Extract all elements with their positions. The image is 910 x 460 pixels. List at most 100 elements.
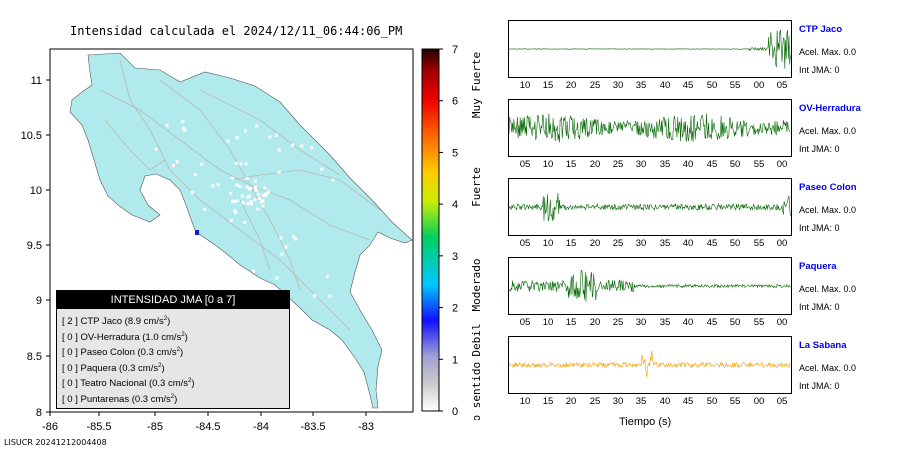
station-dot bbox=[172, 199, 176, 203]
station-dot bbox=[164, 278, 168, 282]
station-dot bbox=[229, 191, 233, 195]
station-dot bbox=[183, 129, 187, 133]
station-dot bbox=[246, 202, 250, 206]
legend-row: [ 0 ] OV-Herradura (1.0 cm/s2) bbox=[57, 328, 289, 344]
station-dot bbox=[182, 126, 186, 130]
station-dot bbox=[244, 162, 248, 166]
time-tick-label: 35 bbox=[635, 396, 647, 407]
legend-row-exponent: 2 bbox=[170, 393, 175, 400]
time-tick-label: 20 bbox=[565, 396, 577, 407]
time-tick-label: 50 bbox=[706, 396, 718, 407]
station-dot bbox=[247, 194, 251, 198]
station-dot bbox=[249, 200, 253, 204]
station-dot bbox=[154, 147, 158, 151]
station-dot bbox=[248, 187, 252, 191]
time-tick-label: 45 bbox=[706, 159, 718, 170]
station-dot bbox=[200, 162, 204, 166]
station-dot bbox=[254, 188, 258, 192]
time-tick-label: 50 bbox=[729, 317, 741, 328]
time-tick-label: 10 bbox=[542, 238, 554, 249]
time-tick-label: 20 bbox=[589, 238, 601, 249]
station-name: Paseo Colon bbox=[799, 182, 857, 193]
time-tick-label: 35 bbox=[659, 238, 671, 249]
legend-row: [ 0 ] Paquera (0.3 cm/s2) bbox=[57, 359, 289, 375]
colorbar-tick-label: 6 bbox=[452, 96, 458, 108]
x-tick-label: -83 bbox=[358, 421, 374, 433]
time-tick-label: 00 bbox=[753, 396, 765, 407]
station-dot bbox=[193, 269, 197, 273]
station-dot bbox=[253, 198, 257, 202]
station-dot bbox=[175, 160, 179, 164]
time-tick-label: 25 bbox=[612, 159, 624, 170]
time-tick-label: 45 bbox=[682, 80, 694, 91]
colorbar-gradient bbox=[421, 48, 440, 412]
legend-row-exponent: 2 bbox=[181, 331, 185, 338]
time-tick-label: 30 bbox=[612, 80, 624, 91]
legend-row-exponent: 2 bbox=[158, 362, 162, 369]
station-dot bbox=[277, 170, 281, 174]
station-dot bbox=[171, 163, 175, 167]
station-max-accel: Acel. Max. 0.0 bbox=[799, 363, 857, 373]
x-tick-label: -83.5 bbox=[300, 421, 325, 433]
y-tick-label: 11 bbox=[31, 75, 42, 87]
time-tick-label: 10 bbox=[542, 317, 554, 328]
waveform-trace bbox=[509, 192, 791, 222]
legend-row-close: ) bbox=[161, 362, 165, 374]
colorbar-tick-label: 0 bbox=[452, 406, 458, 418]
intensity-colorbar: 7 6 5 4 3 2 1 0 Muy Fuerte Fuerte Moderado Debil No… bbox=[421, 44, 483, 420]
time-tick-label: 00 bbox=[753, 80, 765, 91]
time-tick-label: 55 bbox=[753, 317, 765, 328]
colorbar-category-label: Fuerte bbox=[470, 167, 483, 207]
time-tick-label: 30 bbox=[635, 159, 647, 170]
station-dot bbox=[239, 162, 243, 166]
y-tick-label: 10.5 bbox=[21, 130, 42, 142]
legend-row-close: ) bbox=[174, 393, 178, 405]
time-tick-label: 25 bbox=[612, 317, 624, 328]
time-tick-label: 05 bbox=[519, 159, 531, 170]
time-tick-label: 10 bbox=[519, 396, 531, 407]
station-dot bbox=[255, 124, 259, 128]
time-ticks: 05 10 15 20 25 30 35 40 45 50 55 00 bbox=[508, 159, 798, 171]
time-tick-label: 10 bbox=[542, 159, 554, 170]
station-name: OV-Herradura bbox=[799, 103, 861, 114]
map-roads bbox=[99, 59, 381, 331]
station-max-accel: Acel. Max. 0.0 bbox=[799, 47, 857, 57]
colorbar-category-label: Debil bbox=[470, 323, 483, 356]
time-tick-label: 40 bbox=[659, 396, 671, 407]
seismogram-panel bbox=[508, 336, 792, 394]
colorbar-tick-label: 5 bbox=[452, 147, 458, 159]
time-tick-label: 45 bbox=[682, 396, 694, 407]
station-dot bbox=[256, 192, 260, 196]
station-dot bbox=[326, 274, 330, 278]
time-tick-label: 50 bbox=[729, 238, 741, 249]
time-tick-label: 05 bbox=[519, 238, 531, 249]
station-dot bbox=[233, 209, 237, 213]
station-dot bbox=[234, 211, 238, 215]
station-dot bbox=[245, 177, 249, 181]
time-tick-label: 50 bbox=[729, 159, 741, 170]
legend-row: [ 2 ] CTP Jaco (8.9 cm/s2) bbox=[57, 312, 289, 328]
time-tick-label: 05 bbox=[776, 80, 788, 91]
seismogram-panel bbox=[508, 99, 792, 157]
station-dot bbox=[243, 129, 247, 133]
y-tick-label: 10 bbox=[30, 185, 42, 197]
station-dot bbox=[233, 270, 237, 274]
station-dot bbox=[190, 190, 194, 194]
station-dot bbox=[261, 193, 265, 197]
time-tick-label: 00 bbox=[776, 317, 788, 328]
station-dot bbox=[277, 148, 281, 152]
time-tick-label: 45 bbox=[706, 317, 718, 328]
legend-row-text: [ 2 ] CTP Jaco (8.9 cm/s bbox=[62, 316, 164, 328]
x-tick-label: -84.5 bbox=[195, 421, 220, 433]
station-dot bbox=[229, 219, 233, 223]
y-tick-label: 8.5 bbox=[27, 351, 42, 363]
legend-row: [ 0 ] Teatro Nacional (0.3 cm/s2) bbox=[57, 374, 289, 390]
time-ticks: 10 15 20 25 30 35 40 45 50 55 00 05 bbox=[508, 396, 798, 408]
legend-row-close: ) bbox=[191, 378, 195, 390]
station-jma-intensity: Int JMA: 0 bbox=[799, 65, 840, 75]
map-title: Intensidad calculada el 2024/12/11_06:44… bbox=[70, 24, 403, 38]
time-tick-label: 35 bbox=[659, 159, 671, 170]
station-dot bbox=[243, 220, 247, 224]
station-dot bbox=[263, 186, 267, 190]
station-max-accel: Acel. Max. 0.0 bbox=[799, 205, 857, 215]
